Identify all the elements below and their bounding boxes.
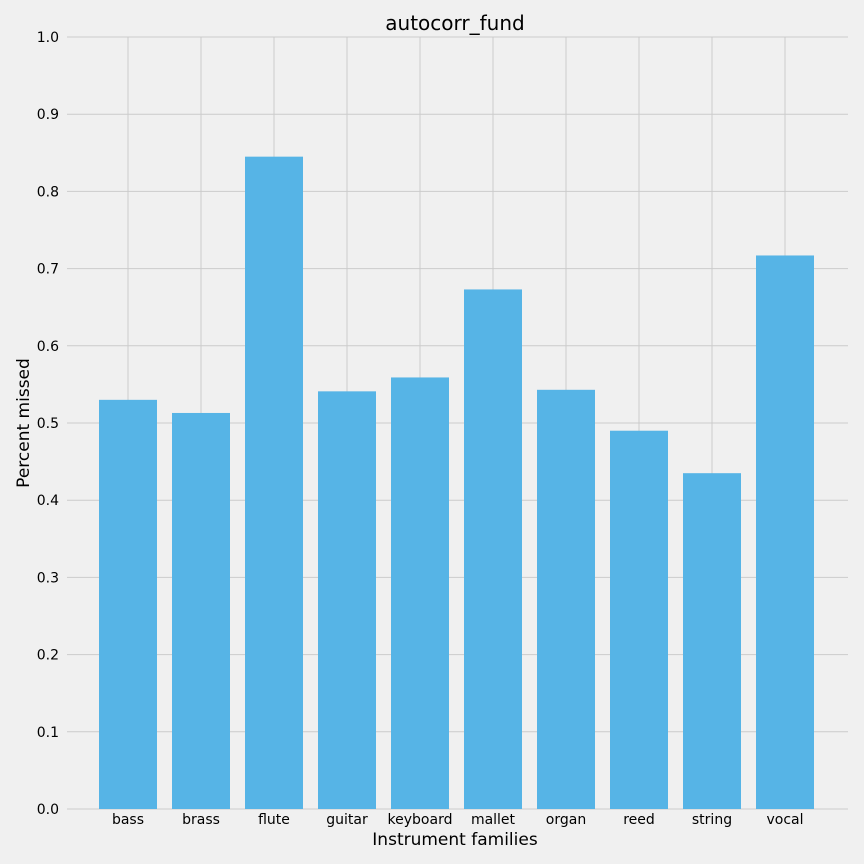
y-tick-label: 0.1 [37, 725, 59, 741]
x-axis-label: Instrument families [372, 830, 538, 850]
y-tick-label: 0.7 [37, 262, 59, 278]
bar-keyboard [391, 377, 449, 809]
y-tick-label: 0.2 [37, 648, 59, 664]
y-tick-label: 0.3 [37, 570, 59, 586]
x-tick-label-guitar: guitar [326, 812, 368, 828]
x-tick-label-flute: flute [258, 812, 290, 828]
x-tick-label-organ: organ [546, 812, 586, 828]
y-tick-label: 0.0 [37, 802, 59, 818]
chart-title: autocorr_fund [385, 11, 524, 35]
x-tick-label-string: string [692, 812, 732, 828]
bar-guitar [318, 391, 376, 809]
x-tick-label-bass: bass [112, 812, 144, 828]
bar-layer [99, 156, 814, 810]
y-axis-label: Percent missed [14, 358, 34, 488]
bar-vocal [756, 255, 814, 809]
y-tick-label: 0.6 [37, 339, 59, 355]
x-tick-label-vocal: vocal [766, 812, 803, 828]
x-tick-label-brass: brass [182, 812, 220, 828]
bar-organ [537, 389, 595, 809]
x-tick-label-reed: reed [623, 812, 655, 828]
bar-string [683, 473, 741, 809]
bar-reed [610, 430, 668, 809]
y-tick-label: 1.0 [37, 30, 59, 46]
bar-bass [99, 399, 157, 809]
y-tick-labels: 0.0 0.1 0.2 0.3 0.4 0.5 0.6 0.7 0.8 0.9 1.0 [37, 30, 59, 818]
bar-mallet [464, 289, 522, 810]
bar-brass [172, 412, 230, 809]
y-tick-label: 0.5 [37, 416, 59, 432]
y-tick-label: 0.9 [37, 107, 59, 123]
bar-flute [245, 156, 303, 809]
y-tick-label: 0.8 [37, 184, 59, 200]
y-tick-label: 0.4 [37, 493, 59, 509]
x-tick-label-mallet: mallet [471, 812, 516, 828]
x-tick-label-keyboard: keyboard [388, 812, 453, 828]
x-tick-labels: bass brass flute guitar keyboard mallet organ r… [112, 812, 804, 828]
